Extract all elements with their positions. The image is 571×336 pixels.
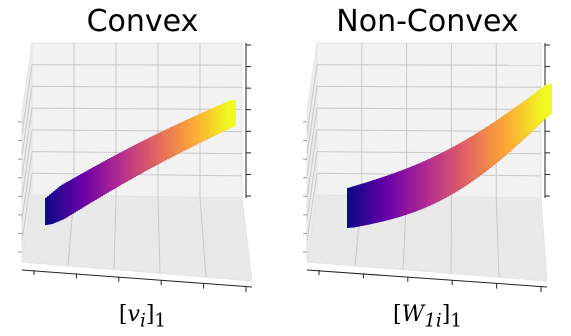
x-label-base: v (128, 302, 140, 327)
surface-plot-non-convex (285, 0, 570, 300)
surface-plot-convex (0, 0, 285, 300)
x-label-base: W (402, 302, 425, 327)
floor-pane (307, 195, 547, 281)
x-label-sub: 1i (424, 310, 442, 331)
x-label-outer-sub: 1 (154, 310, 166, 331)
x-axis-label: [vi]1 (0, 300, 285, 336)
chart-non-convex: Non-Convex [W1i]1 (285, 0, 570, 335)
chart-convex: Convex [vi]1 (0, 0, 285, 335)
x-label-outer-sub: 1 (450, 310, 462, 331)
x-axis-label: [W1i]1 (285, 300, 570, 336)
surface-patch (545, 84, 552, 116)
surface-patch (229, 100, 236, 127)
